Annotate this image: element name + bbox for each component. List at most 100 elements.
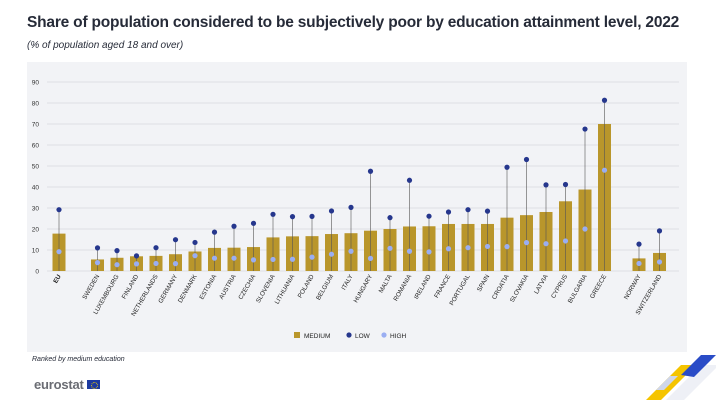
legend-swatch-medium <box>294 332 300 338</box>
eu-flag-icon <box>86 380 100 389</box>
dot-high <box>153 260 159 267</box>
x-tick-label: ITALY <box>340 273 355 292</box>
x-tick-label: BELGIUM <box>315 274 335 302</box>
dot-low <box>114 248 120 254</box>
dot-high <box>94 260 101 266</box>
dot-low <box>523 156 530 163</box>
legend-swatch-high <box>381 332 387 338</box>
dot-low <box>172 237 179 243</box>
y-tick-label: 30 <box>32 206 40 213</box>
dot-low <box>445 209 452 215</box>
x-tick-label: CZECHIA <box>237 273 257 301</box>
x-tick-label: CROATIA <box>491 273 511 301</box>
dot-high <box>289 256 296 262</box>
legend-swatch-low <box>346 332 352 338</box>
dot-low <box>504 164 510 170</box>
dot-low <box>582 126 588 132</box>
x-tick-label: FINLAND <box>121 273 141 300</box>
dot-high <box>504 244 510 250</box>
dot-low <box>543 182 549 188</box>
dot-high <box>484 243 491 250</box>
dot-low <box>636 241 642 247</box>
dot-high <box>309 254 315 260</box>
x-tick-label: PORTUGAL <box>448 273 472 307</box>
dot-low <box>56 207 62 213</box>
y-tick-label: 0 <box>35 269 39 276</box>
y-tick-label: 60 <box>32 143 40 150</box>
dot-high <box>172 261 179 267</box>
logo-text: eurostat <box>34 377 84 392</box>
x-tick-label: CYPRUS <box>550 274 569 300</box>
x-tick-label: AUSTRIA <box>218 273 238 301</box>
dot-low <box>211 229 218 235</box>
x-tick-label: SLOVENIA <box>255 273 277 304</box>
dot-high <box>656 259 663 265</box>
legend-label-low: LOW <box>355 333 371 340</box>
y-tick-label: 20 <box>32 227 40 234</box>
dot-low <box>289 214 296 220</box>
x-tick-label: SPAIN <box>476 273 492 293</box>
y-tick-label: 90 <box>32 80 40 87</box>
dot-low <box>465 207 471 213</box>
y-tick-label: 70 <box>32 122 40 129</box>
dot-low <box>270 211 276 217</box>
dot-high <box>231 255 237 261</box>
legend-label-high: HIGH <box>390 333 407 340</box>
dot-low <box>133 253 140 259</box>
dot-low <box>562 181 569 188</box>
y-tick-label: 50 <box>32 164 40 171</box>
x-tick-label: NORWAY <box>623 273 643 301</box>
dot-low <box>328 208 335 214</box>
dot-high <box>465 245 471 251</box>
x-tick-label: POLAND <box>297 273 316 299</box>
dot-high <box>636 260 642 267</box>
dot-high <box>426 249 432 255</box>
dot-high <box>348 248 354 254</box>
dot-high <box>543 241 549 247</box>
dot-high <box>56 249 62 255</box>
dot-low <box>250 220 257 226</box>
dot-high <box>562 238 569 244</box>
x-tick-label: EU <box>52 273 63 284</box>
x-tick-label: MALTA <box>378 273 394 295</box>
y-tick-label: 80 <box>32 101 40 108</box>
x-tick-label: HUNGARY <box>352 273 374 304</box>
chart-panel <box>27 62 687 352</box>
dot-low <box>656 228 663 234</box>
x-tick-label: SWEDEN <box>81 273 101 301</box>
dot-low <box>406 177 413 183</box>
dot-low <box>94 245 101 251</box>
x-tick-label: LATVIA <box>533 273 550 296</box>
dot-high <box>523 240 530 246</box>
dot-high <box>328 251 335 257</box>
dot-low <box>367 168 374 174</box>
dot-high <box>270 256 276 263</box>
x-tick-label: LITHUANIA <box>274 273 297 306</box>
dot-high <box>582 226 588 232</box>
dot-low <box>153 245 159 251</box>
y-tick-label: 40 <box>32 185 40 192</box>
x-tick-label: FRANCE <box>433 274 452 300</box>
dot-low <box>426 213 432 219</box>
eurostat-logo: eurostat <box>34 377 100 392</box>
dot-low <box>348 204 354 210</box>
dot-high <box>367 255 374 261</box>
dot-high <box>601 167 608 173</box>
dot-high <box>250 257 257 263</box>
dot-high <box>114 262 120 268</box>
x-tick-label: SLOVAKIA <box>509 273 531 304</box>
dot-high <box>387 245 393 251</box>
dot-low <box>484 208 491 214</box>
dot-low <box>601 97 608 103</box>
dot-high <box>192 253 198 259</box>
x-tick-label: IRELAND <box>413 273 433 301</box>
x-tick-label: GERMANY <box>157 273 179 305</box>
dot-high <box>445 246 452 252</box>
ranking-note: Ranked by medium education <box>32 356 125 363</box>
dot-low <box>309 213 315 219</box>
dot-low <box>231 223 237 229</box>
x-tick-label: ESTONIA <box>198 273 218 301</box>
chart-title: Share of population considered to be sub… <box>27 14 680 31</box>
dot-high <box>406 248 413 254</box>
dot-low <box>387 215 393 221</box>
